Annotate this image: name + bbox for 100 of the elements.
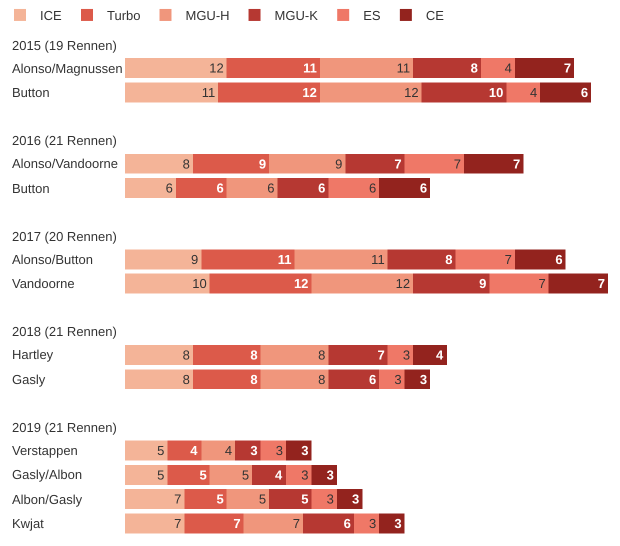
data-label: 7 [513,156,520,172]
data-label: 12 [396,276,410,292]
legend-label: ES [363,8,381,24]
data-label: 8 [470,60,478,76]
data-label: 11 [303,60,317,76]
bar [269,489,312,510]
data-label: 7 [564,60,572,76]
data-label: 8 [182,156,190,172]
data-label: 4 [190,443,198,458]
data-label: 12 [294,276,308,292]
bar [260,440,286,461]
data-label: 4 [504,60,512,76]
data-label: 11 [202,84,216,100]
bar [218,82,320,102]
data-label: 7 [394,156,402,172]
y-tick-label: Alonso/Button [12,252,93,267]
y-tick-label: Albon/Gasly [12,492,83,507]
y-tick-label: Hartley [12,347,54,362]
data-label: 7 [292,516,300,531]
bar [125,464,168,485]
chart-title: 2018 (21 Rennen) [12,324,117,339]
bar [125,344,193,365]
bar [192,154,270,174]
bar [278,178,328,198]
data-label: 6 [555,252,563,267]
bar [328,344,388,365]
bar [311,274,414,294]
bar [226,178,278,198]
bar [201,249,294,270]
bar [294,249,388,270]
data-label: 3 [326,467,334,482]
bar [210,274,312,294]
y-tick-label: Button [12,181,50,196]
data-label: 7 [454,156,461,172]
data-label: 7 [504,252,512,267]
bar [548,274,608,294]
data-label: 12 [209,60,224,76]
bar [540,82,592,102]
data-label: 3 [394,516,402,531]
bar [125,489,184,510]
bar [269,154,346,174]
chart-title: 2019 (21 Rennen) [12,420,117,435]
bar [201,440,236,461]
data-label: 6 [344,516,351,531]
data-label: 6 [216,180,224,196]
bar [125,513,184,534]
y-tick-label: Button [12,85,50,100]
data-label: 7 [174,516,182,531]
bar [226,58,320,78]
bar [192,369,261,390]
data-label: 8 [318,372,326,387]
bar [286,440,312,461]
bar [311,464,337,485]
data-label: 3 [276,443,283,458]
data-label: 10 [488,84,504,100]
data-label: 4 [275,467,283,482]
legend-label: CE [426,8,444,24]
data-label: 6 [368,372,376,387]
bar [125,249,202,270]
bar [302,513,354,534]
data-label: 7 [233,516,241,531]
bar [311,489,337,510]
bar [125,369,193,390]
data-label: 12 [404,84,419,100]
bar [379,369,405,390]
data-label: 9 [258,156,266,172]
bar [379,178,430,198]
chart-title: 2016 (21 Rennen) [12,133,117,148]
data-label: 6 [318,180,326,196]
data-label: 8 [445,252,452,267]
data-label: 12 [302,84,317,100]
bar [455,249,515,270]
data-label: 5 [157,443,164,458]
data-label: 6 [580,84,588,100]
y-tick-label: Gasly/Albon [12,467,82,482]
bar [244,513,303,534]
data-label: 10 [192,276,207,292]
bar [464,154,524,174]
y-tick-label: Alonso/Magnussen [12,61,123,76]
bar [184,489,227,510]
bar [404,154,464,174]
bar [176,178,227,198]
bar [388,249,456,270]
data-label: 3 [352,492,360,507]
data-label: 8 [250,347,258,362]
bar [320,58,414,78]
bar [328,369,380,390]
bar [514,249,566,270]
bar [210,464,252,485]
chart-title: 2015 (19 Rennen) [12,38,117,53]
data-label: 3 [402,347,410,362]
legend-label: ICE [40,8,62,24]
bar [506,82,540,102]
y-tick-label: Gasly [12,372,46,387]
data-label: 6 [420,180,428,196]
bar [167,464,210,485]
bar [235,440,261,461]
bar [379,513,405,534]
data-label: 5 [242,467,250,482]
y-tick-label: Verstappen [12,443,78,458]
